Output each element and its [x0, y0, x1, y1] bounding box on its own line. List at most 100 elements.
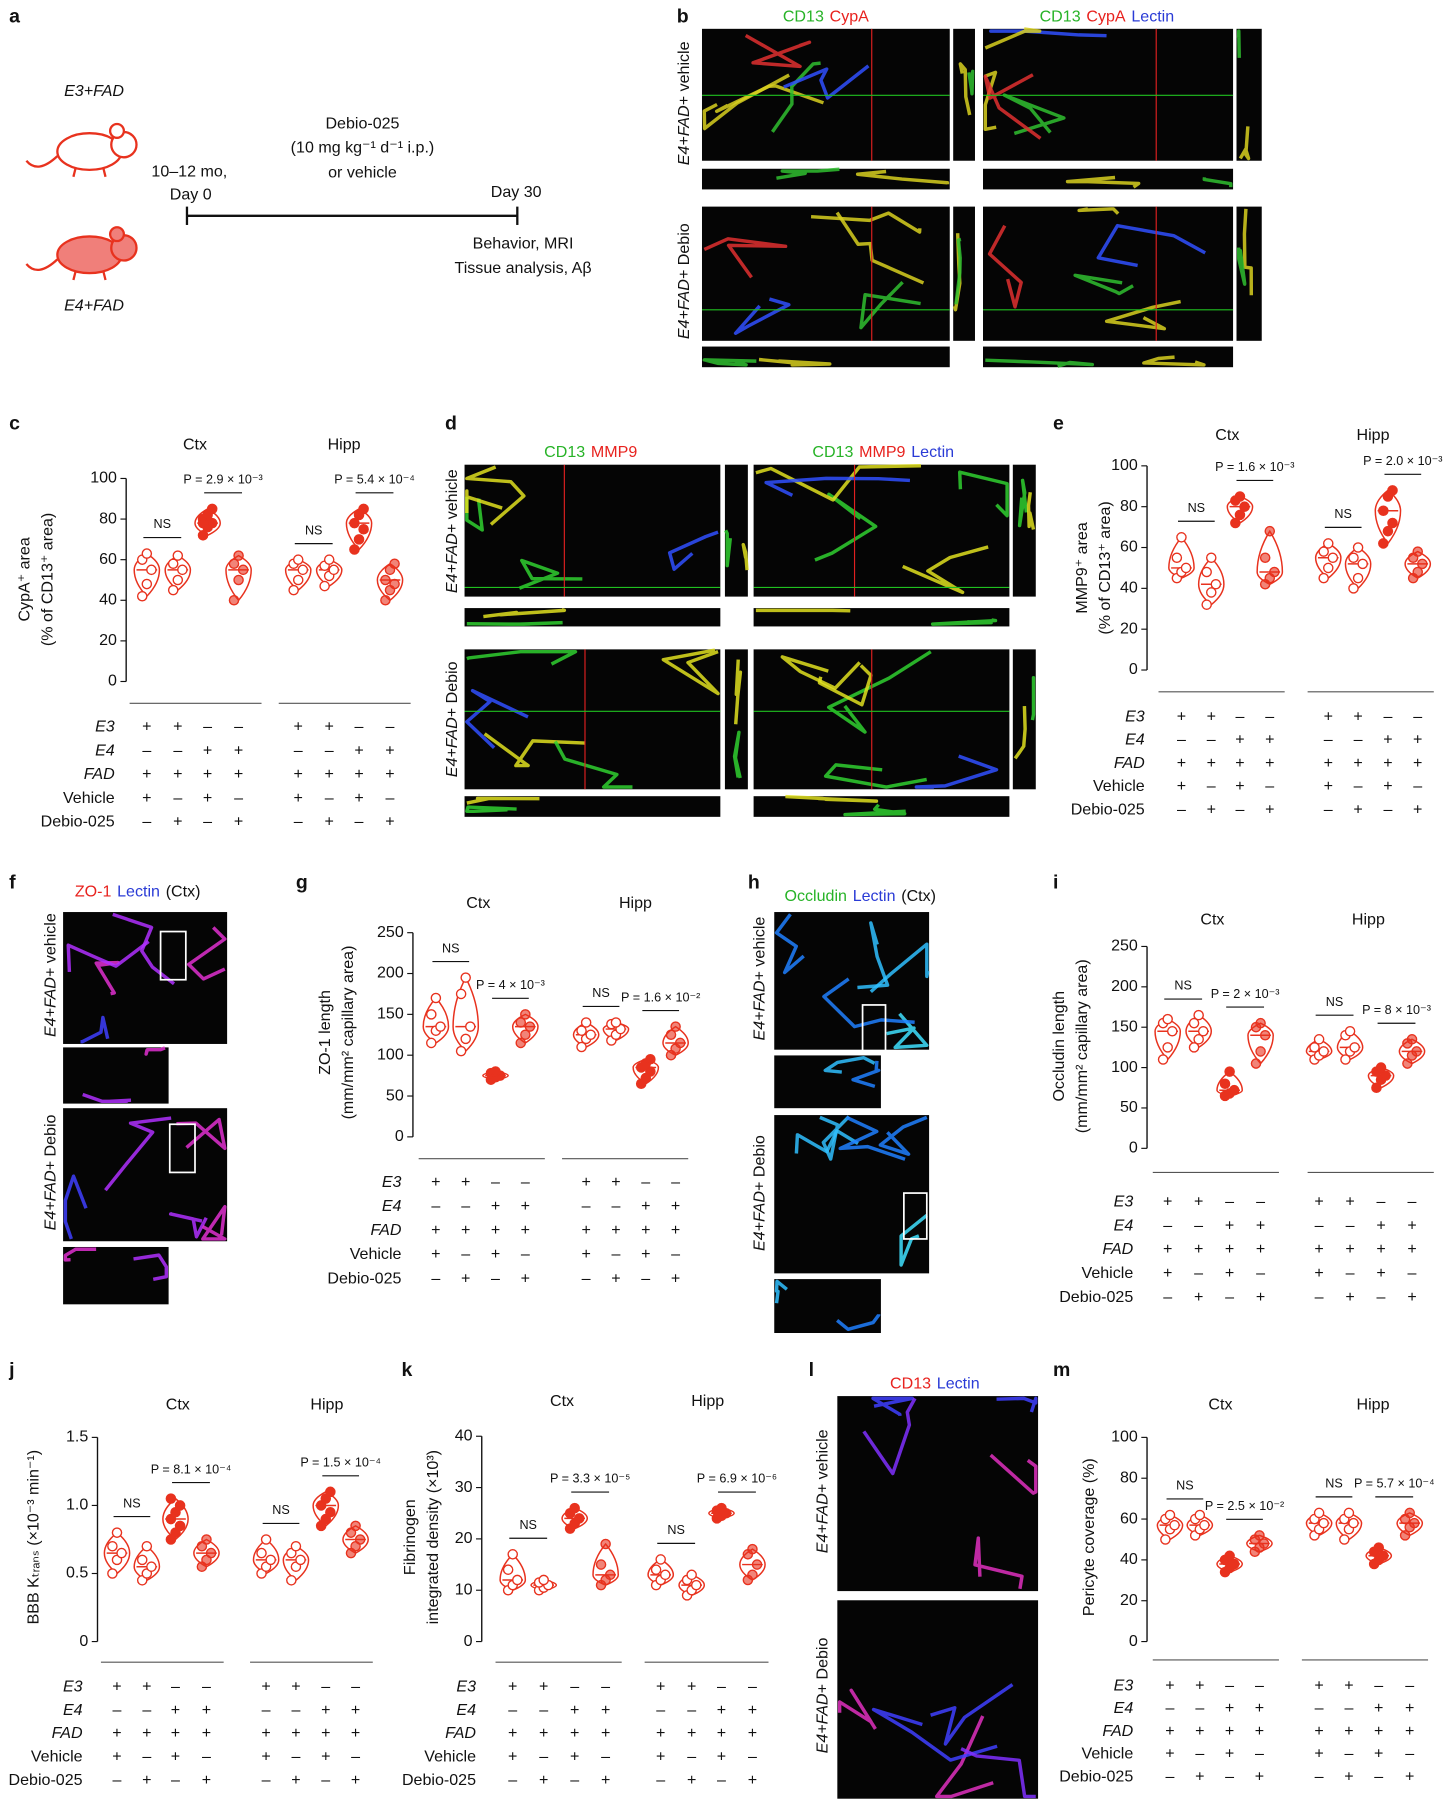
- sign: +: [1235, 777, 1244, 795]
- sign: –: [1413, 707, 1422, 725]
- data-point: [1340, 1054, 1351, 1065]
- data-point: [1157, 1054, 1169, 1065]
- y-tick-label: 20: [99, 631, 117, 649]
- data-point: [1387, 485, 1398, 496]
- data-point: [358, 523, 369, 535]
- stain-name: CD13: [812, 443, 853, 461]
- data-point: [1343, 1507, 1355, 1519]
- stain-header: CD13 CypA: [783, 8, 869, 26]
- mouse-ear: [108, 122, 126, 139]
- sign: –: [508, 1701, 517, 1719]
- micrograph: [1236, 206, 1262, 341]
- sign: +: [717, 1748, 726, 1766]
- stain-name: Lectin: [117, 883, 160, 901]
- data-point: [1313, 1034, 1325, 1045]
- sign: +: [173, 718, 182, 736]
- data-point: [1219, 1078, 1231, 1090]
- sign: –: [1163, 1216, 1172, 1234]
- treatment: vehicle: [443, 469, 461, 519]
- data-point: [353, 534, 365, 545]
- vessel: [934, 1715, 994, 1799]
- p-value: P = 5.7 × 10⁻⁴: [1354, 1477, 1435, 1491]
- vessel: [954, 237, 962, 305]
- sign: +: [1353, 707, 1362, 725]
- data-point: [228, 595, 240, 606]
- sign: –: [1346, 1264, 1355, 1282]
- treatment-label: Debio-025: [325, 114, 399, 132]
- sign: +: [1345, 1288, 1354, 1306]
- sign: +: [431, 1221, 440, 1239]
- sign: +: [748, 1771, 757, 1789]
- data-point: [1259, 552, 1271, 564]
- row-label: E4: [63, 1701, 83, 1719]
- micrograph: [701, 168, 950, 190]
- p-value: P = 2.9 × 10⁻³: [183, 473, 262, 487]
- vessel: [1142, 355, 1206, 367]
- vessel: [82, 1092, 132, 1104]
- data-point: [260, 1534, 272, 1545]
- readout-label: Behavior, MRI: [473, 235, 574, 253]
- vessel: [133, 1253, 169, 1282]
- y-tick-label: 20: [1120, 1591, 1138, 1609]
- region-label: Ctx: [166, 1396, 190, 1414]
- data-point: [1188, 1042, 1200, 1053]
- sign: –: [1225, 1677, 1234, 1695]
- sign: +: [671, 1197, 680, 1215]
- data-point: [1230, 517, 1241, 529]
- sign: +: [641, 1245, 650, 1263]
- sign: +: [461, 1221, 470, 1239]
- data-point: [1239, 501, 1250, 512]
- data-point: [520, 1029, 531, 1041]
- sign: –: [1166, 1699, 1175, 1717]
- readout-label: Tissue analysis, Aβ: [455, 259, 592, 277]
- y-tick-label: 40: [1120, 579, 1138, 597]
- sign: +: [1324, 777, 1333, 795]
- data-point: [1348, 1517, 1359, 1529]
- sign: –: [687, 1748, 696, 1766]
- sign: –: [234, 789, 243, 807]
- mouse-tail: [25, 258, 59, 271]
- sign: +: [508, 1678, 517, 1696]
- sign: +: [1207, 754, 1216, 772]
- sign: –: [491, 1269, 500, 1287]
- vessel: [851, 1060, 881, 1089]
- sign: +: [570, 1748, 579, 1766]
- sign: –: [1235, 707, 1244, 725]
- sign: +: [1324, 754, 1333, 772]
- y-tick-label: 250: [1111, 937, 1138, 955]
- mouse-tail: [25, 155, 59, 168]
- vessel: [776, 167, 840, 180]
- sign: +: [351, 1701, 360, 1719]
- sign: –: [1383, 707, 1392, 725]
- data-point: [1166, 1025, 1178, 1037]
- data-point: [1210, 578, 1222, 590]
- vessel: [984, 27, 1042, 50]
- vessel: [983, 73, 1042, 140]
- row-label: E4+FAD+ vehicle: [42, 913, 60, 1037]
- vessel: [836, 1313, 881, 1332]
- row-label: Vehicle: [424, 1748, 476, 1766]
- data-point: [319, 580, 330, 592]
- sign: +: [1376, 1264, 1385, 1282]
- data-point: [1313, 1507, 1325, 1519]
- sign: –: [1315, 1767, 1324, 1785]
- p-value: P = 2.5 × 10⁻²: [1205, 1499, 1284, 1513]
- row-label: Debio-025: [402, 1771, 476, 1789]
- data-point: [380, 595, 391, 606]
- sign: +: [1225, 1264, 1234, 1282]
- ns-label: NS: [1188, 501, 1206, 515]
- sign: +: [1177, 707, 1186, 725]
- panel-letter: d: [445, 413, 457, 435]
- data-point: [1234, 491, 1246, 502]
- p-value: P = 1.6 × 10⁻²: [621, 990, 700, 1004]
- inset-box: [903, 1192, 928, 1240]
- region-label: Hipp: [1352, 910, 1385, 928]
- sign: –: [1346, 1216, 1355, 1234]
- data-point: [1162, 1013, 1173, 1025]
- sign: –: [1225, 1192, 1234, 1210]
- sign: –: [321, 1771, 330, 1789]
- data-point: [460, 972, 471, 983]
- sign: –: [1408, 1264, 1417, 1282]
- y-tick-label: 1.0: [66, 1496, 88, 1514]
- sign: +: [1405, 1722, 1414, 1740]
